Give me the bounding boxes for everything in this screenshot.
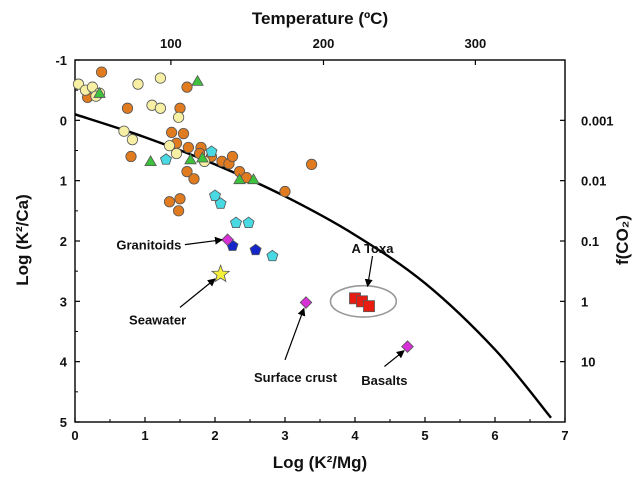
x-tick-label: 3 [281, 428, 288, 443]
y-tick-label: 5 [60, 415, 67, 430]
pentagon-point [266, 249, 279, 262]
triangle-point [144, 155, 157, 167]
y-tick-label: 2 [60, 234, 67, 249]
left-axis-labels: -1 0 1 2 3 4 5 [55, 53, 67, 430]
pentagon-point [230, 216, 242, 228]
a-toxa-ellipse [329, 284, 398, 318]
triangle-point [184, 153, 197, 165]
circle-point [126, 134, 138, 146]
circle-point [181, 166, 193, 178]
bottom-axis-labels: 0 1 2 3 4 5 6 7 [71, 428, 568, 443]
x-tick-label: 5 [421, 428, 428, 443]
circle-point [173, 111, 185, 123]
circle-point [163, 140, 176, 152]
annotation-arrow [179, 278, 216, 308]
square-point [363, 300, 375, 313]
pentagon-point [214, 197, 227, 209]
right-tick-label: 1 [581, 294, 588, 309]
triangle-point [233, 173, 246, 185]
annotation-arrow [184, 236, 223, 246]
circle-point [118, 125, 130, 137]
circle-point [181, 81, 193, 93]
y-tick-label: 4 [60, 355, 68, 370]
circle-point [154, 72, 166, 84]
circle-point [132, 78, 144, 90]
pentagon-point [242, 216, 255, 228]
annotation-arrow [364, 255, 374, 288]
circle-point [188, 173, 200, 185]
y-tick-label: 1 [60, 174, 67, 189]
pentagon-point [249, 243, 262, 256]
x-tick-label: 7 [561, 428, 568, 443]
circle-point [96, 66, 108, 78]
circle-point [166, 126, 178, 138]
circle-point [173, 205, 185, 217]
y-tick-label: -1 [55, 53, 67, 68]
diamond-point [221, 233, 234, 247]
x-tick-label: 6 [491, 428, 498, 443]
trend-curve [74, 113, 552, 419]
triangle-point [247, 173, 260, 185]
pentagon-point [160, 153, 172, 165]
circle-point [163, 196, 176, 208]
y-axis-title: Log (K²/Ca) [13, 194, 32, 286]
pentagon-point [205, 145, 218, 157]
annotation-arrow [384, 350, 405, 367]
circle-point [177, 128, 190, 140]
annotation-arrow [284, 307, 306, 361]
diamond-point [299, 296, 313, 309]
annotation-label: Seawater [129, 312, 186, 327]
y-tick-label: 0 [60, 113, 67, 128]
top-axis-labels: 100 200 300 [160, 36, 486, 51]
circle-point [154, 102, 166, 114]
top-tick-label: 100 [160, 36, 182, 51]
plot-frame [74, 59, 566, 423]
y-tick-label: 3 [60, 294, 67, 309]
right-tick-label: 0.1 [581, 234, 599, 249]
annotation-label: Surface crust [254, 370, 338, 385]
x-tick-label: 1 [141, 428, 148, 443]
circle-point [226, 150, 239, 163]
circle-point [170, 147, 183, 160]
right-tick-label: 0.01 [581, 174, 606, 189]
annotation-label: Basalts [361, 373, 407, 388]
circle-point [174, 193, 186, 205]
circle-point [125, 150, 137, 163]
pentagon-point [209, 189, 221, 201]
triangle-point [196, 151, 209, 163]
circle-point [121, 102, 134, 114]
star-point [210, 264, 231, 283]
circle-point [305, 158, 318, 170]
curve-layer [74, 113, 552, 419]
x-tick-label: 4 [351, 428, 359, 443]
right-tick-label: 0.001 [581, 113, 614, 128]
top-tick-label: 200 [313, 36, 335, 51]
right-axis-title: f(CO₂) [613, 215, 632, 265]
x-axis-title: Log (K²/Mg) [273, 453, 367, 472]
diamond-point [401, 340, 414, 353]
data-marks [72, 66, 414, 353]
triangle-point [191, 74, 204, 86]
top-tick-label: 300 [465, 36, 487, 51]
circle-point [279, 185, 291, 198]
triangle-point [93, 86, 106, 98]
top-axis-title: Temperature (ºC) [252, 9, 388, 28]
x-tick-label: 0 [71, 428, 78, 443]
circle-point [182, 141, 194, 154]
right-axis-labels: 0.001 0.01 0.1 1 10 [581, 113, 614, 369]
x-tick-label: 2 [211, 428, 218, 443]
right-tick-label: 10 [581, 355, 595, 370]
annotation-label: A Toxa [352, 241, 395, 256]
annotation-label: Granitoids [116, 238, 181, 253]
annotation-layer: Granitoids Seawater Surface crust Basalts A … [116, 236, 408, 388]
